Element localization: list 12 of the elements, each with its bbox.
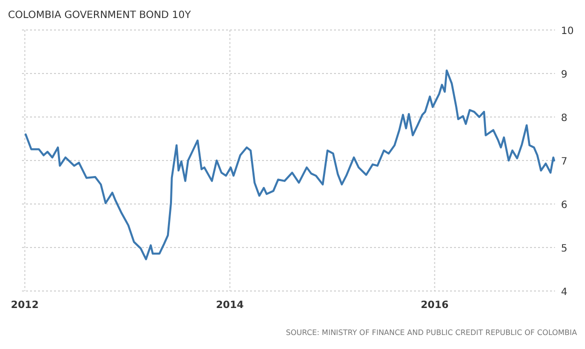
x-tick-label: 2012: [10, 300, 39, 311]
y-tick-label: 4: [561, 287, 568, 298]
y-tick-label: 10: [561, 26, 574, 37]
x-tick-label: 2014: [216, 300, 244, 311]
y-tick-label: 6: [561, 200, 568, 211]
y-tick-label: 9: [561, 70, 568, 80]
line-series: [24, 69, 556, 260]
chart-title: COLOMBIA GOVERNMENT BOND 10Y: [8, 10, 192, 21]
x-tick-label: 2016: [420, 300, 449, 311]
y-tick-label: 7: [561, 156, 568, 168]
y-tick-label: 5: [561, 244, 568, 254]
y-tick-label: 8: [561, 113, 568, 124]
